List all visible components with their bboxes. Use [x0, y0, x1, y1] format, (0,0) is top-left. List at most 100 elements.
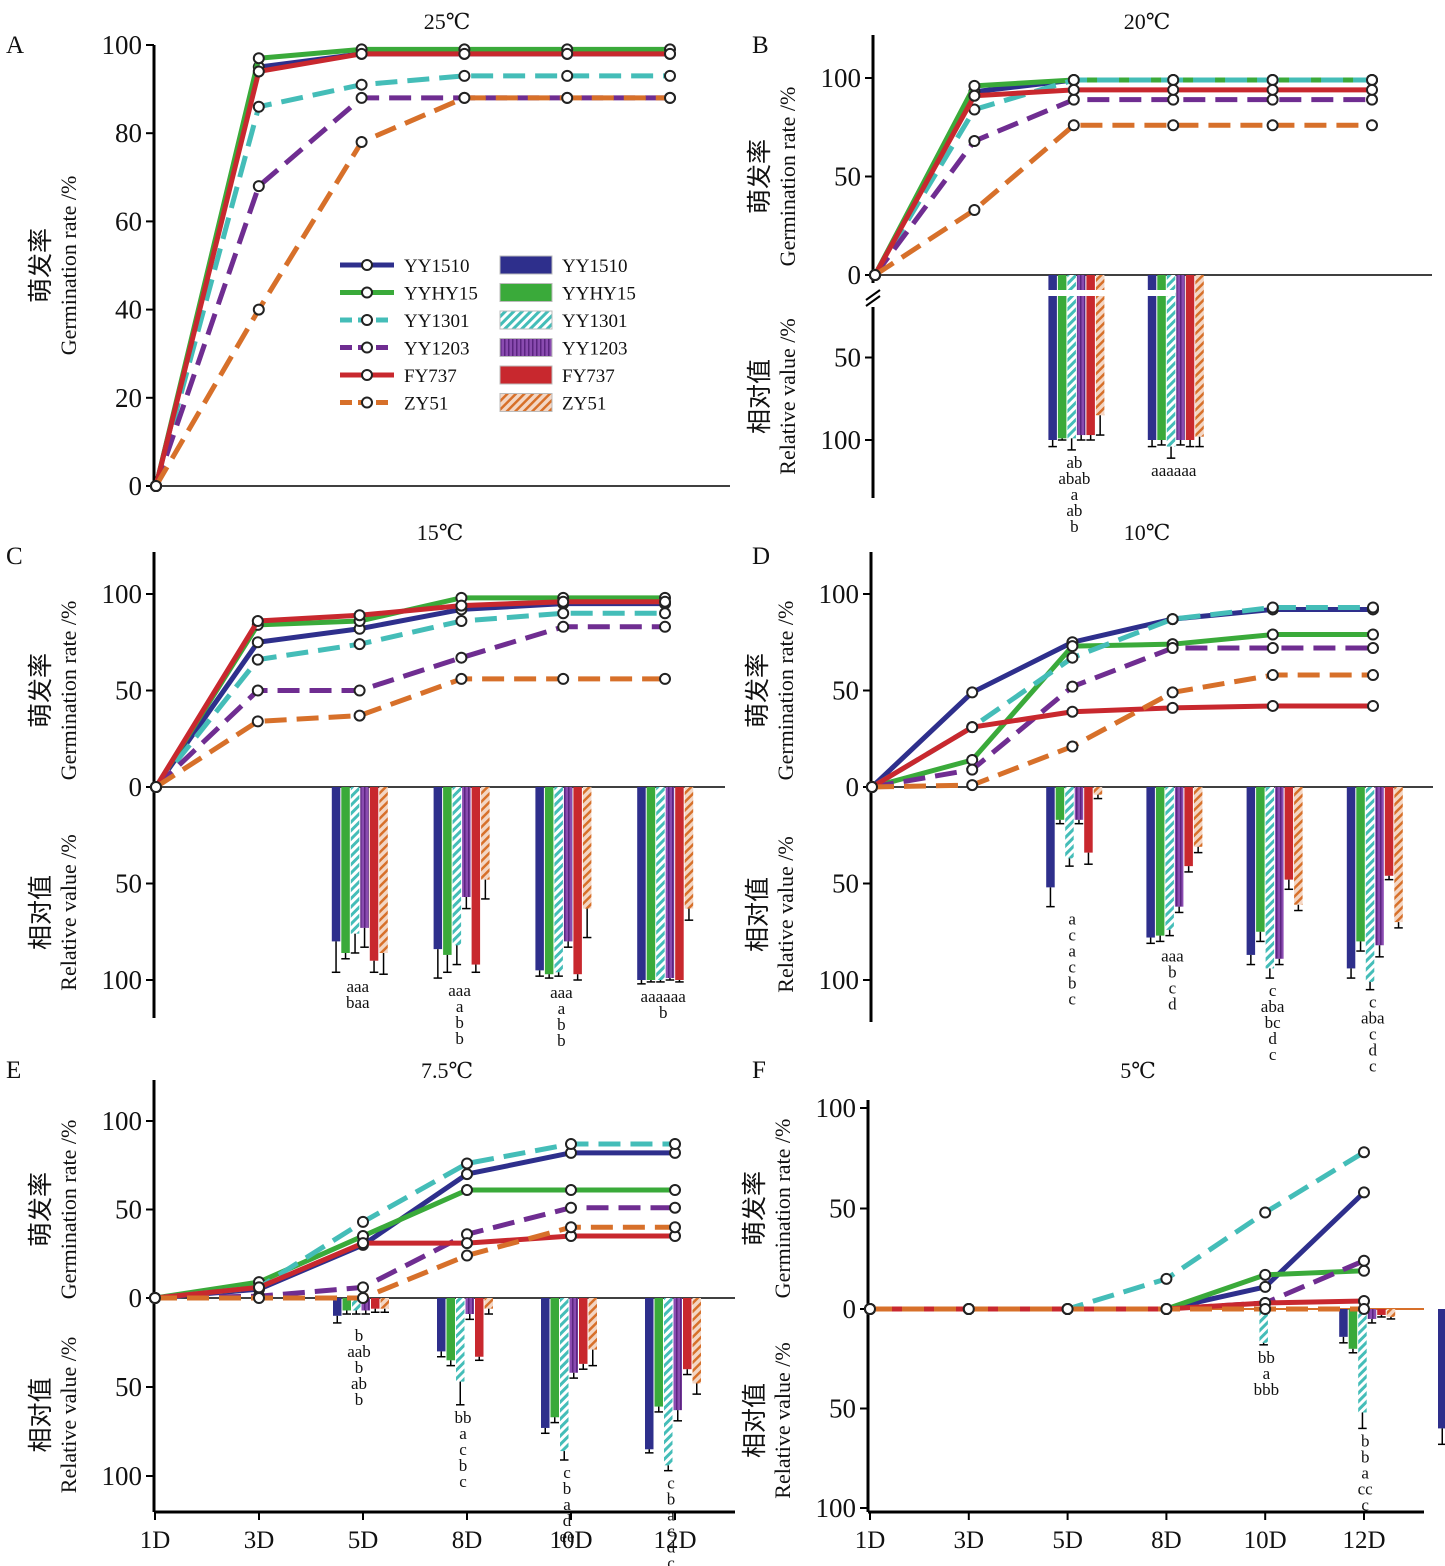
data-point-YY1203: [1067, 93, 1080, 106]
data-point-ZY51: [659, 672, 671, 685]
bar-YY1301-5D: [452, 787, 462, 946]
panel-D: D 10℃ 0 50 100 萌发率 Germination rate /% 50 100 相对值…: [743, 520, 1433, 1076]
data-point-FY737: [253, 1281, 265, 1294]
y-tick-label: 50: [834, 162, 861, 192]
data-point-YY1301: [565, 1138, 577, 1151]
axis-break: [865, 295, 881, 307]
significance-label: c: [1068, 958, 1076, 977]
data-point-YY1301: [669, 1138, 681, 1151]
y-tick-label: 0: [843, 1294, 857, 1324]
panel-F: F 5℃ 0 50 100 萌发率 Germination rate /% 50 100 相对值 R…: [740, 1057, 1445, 1554]
data-point-YY1301: [561, 69, 574, 82]
data-point-ZY51: [1067, 119, 1080, 132]
bar-ZY51-3D: [379, 787, 388, 953]
data-point-YY1301: [664, 69, 676, 82]
data-point-YY1510: [251, 636, 264, 649]
bar-y-tick-label: 50: [115, 1372, 142, 1402]
legend-bar-label: FY737: [562, 366, 615, 387]
data-point-YY1301: [357, 1215, 369, 1228]
significance-label: a: [1361, 1463, 1369, 1482]
bar-FY737-10D: [675, 787, 684, 980]
data-point-YY1301: [1358, 1146, 1370, 1159]
series-line-YY1203: [872, 97, 1372, 277]
significance-label: bc: [1265, 1013, 1282, 1032]
series-line-ZY51: [155, 1224, 675, 1301]
bar-YY1301-5D: [1166, 275, 1176, 447]
series-line-YY1203: [871, 645, 1373, 790]
series-line-ZY51: [154, 676, 665, 790]
y-tick-label: 40: [115, 295, 142, 325]
data-point-ZY51: [561, 91, 574, 104]
data-point-ZY51: [866, 781, 878, 793]
bar-YYHY15-5D: [1155, 787, 1165, 936]
panel-C: C 15℃ 0 50 100 萌发率 Germination rate /% 50 100 相对值…: [6, 520, 725, 1050]
bar-axis-label-cn: 相对值: [26, 875, 55, 950]
bar-YYHY15-8D: [550, 1298, 559, 1418]
significance-label: b: [1361, 1431, 1370, 1450]
bar-ZY51-5D: [1193, 787, 1203, 847]
data-point-ZY51: [252, 303, 265, 316]
bar-YY1510-5D: [1147, 275, 1157, 440]
bar-y-tick-label: 100: [102, 1461, 143, 1491]
data-point-ZY51: [968, 203, 981, 216]
data-point-YY1510: [461, 1168, 473, 1181]
bar-YY1203-5D: [1174, 787, 1184, 907]
bar-ZY51-8D: [588, 1298, 597, 1350]
bar-y-tick-label: 50: [115, 869, 142, 899]
data-point-YY1301: [251, 653, 264, 666]
data-point-ZY51: [869, 269, 881, 281]
series-line-YY1510: [872, 77, 1372, 277]
significance-label: a: [558, 999, 566, 1018]
y-axis-label-en: Germination rate /%: [770, 1119, 795, 1299]
data-point-FY737: [1366, 83, 1378, 96]
y-axis-label-cn: 萌发率: [26, 228, 55, 303]
data-point-ZY51: [557, 672, 570, 685]
data-point-ZY51: [1266, 669, 1279, 682]
significance-label: aaa: [448, 981, 471, 1000]
bar-YY1510-10D: [637, 787, 646, 980]
y-tick-label: 0: [846, 772, 860, 802]
y-axis-label-cn: 萌发率: [26, 1172, 55, 1247]
significance-label: b: [355, 1390, 364, 1409]
bar-axis-label-cn: 相对值: [26, 1377, 55, 1452]
data-point-ZY51: [864, 1303, 876, 1315]
series-line-YYHY15: [153, 46, 670, 487]
legend-line-label: YYHY15: [404, 284, 478, 305]
y-tick-label: 0: [129, 471, 143, 501]
significance-label: a: [456, 997, 464, 1016]
y-axis-label-en: Germination rate /%: [56, 176, 81, 356]
bar-YY1301-8D: [1259, 1309, 1268, 1343]
legend-bar-swatch: [499, 283, 553, 302]
significance-label: bb: [455, 1408, 472, 1427]
data-point-FY737: [1266, 83, 1279, 96]
series-line-FY737: [153, 51, 670, 487]
bar-YYHY15-8D: [544, 787, 554, 975]
series-line-ZY51: [153, 95, 670, 488]
bar-YY1510-5D: [437, 1298, 446, 1352]
significance-label: d: [1168, 994, 1177, 1013]
data-point-YY1301: [455, 615, 468, 628]
data-point-YY1203: [251, 684, 264, 697]
bar-YY1510-8D: [535, 787, 544, 971]
x-tick-label: 10D: [549, 1527, 592, 1554]
data-point-YY1301: [1367, 601, 1379, 614]
bar-ZY51-10D: [684, 787, 694, 909]
significance-label: c: [667, 1522, 675, 1541]
legend-bar-label: YY1510: [562, 256, 627, 277]
significance-label: b: [355, 1358, 364, 1377]
significance-label: c: [1269, 981, 1277, 1000]
x-tick-label: 1D: [140, 1527, 171, 1554]
data-point-YY1301: [458, 69, 471, 82]
significance-label: a: [1068, 910, 1076, 929]
x-tick-label: 3D: [244, 1527, 275, 1554]
bar-FY737-10D: [683, 1298, 692, 1370]
bar-FY737-5D: [1185, 275, 1195, 440]
data-point-YYHY15: [1266, 628, 1279, 641]
significance-label: baa: [346, 993, 370, 1012]
significance-label: b: [557, 1031, 566, 1050]
bar-y-tick-label: 100: [816, 1493, 857, 1523]
data-point-ZY51: [966, 779, 979, 792]
bar-y-tick-label: 100: [821, 425, 862, 455]
x-tick-label: 12D: [653, 1527, 696, 1554]
data-point-FY737: [458, 47, 471, 60]
